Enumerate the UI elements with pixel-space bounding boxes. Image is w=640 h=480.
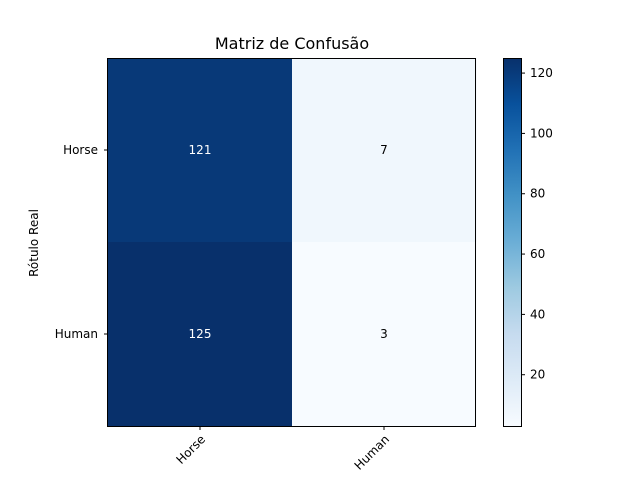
cell-value-label: 121 [189,143,212,157]
cell-value-label: 125 [189,327,212,341]
colorbar-frame [503,58,522,427]
heatmap-cell [108,58,293,243]
colorbar-tick-label: 120 [530,66,553,80]
cell-value-label: 7 [380,143,388,157]
heatmap-cells [108,58,477,427]
cell-value-label: 3 [380,327,388,341]
plot-frame [107,58,476,427]
chart-title: Matriz de Confusão [215,34,369,53]
heatmap-cell [108,242,293,427]
y-axis-label: Rótulo Real [27,209,41,277]
colorbar [503,58,521,426]
y-axis-ticks: Horse Human [55,143,108,341]
heatmap-cell [292,58,477,243]
y-tick-label: Human [55,327,98,341]
heatmap-cell-labels: 121 7 125 3 [189,143,388,341]
colorbar-tick-label: 20 [530,368,545,382]
y-tick-label: Horse [63,143,98,157]
heatmap-cell [292,242,477,427]
colorbar-tick-label: 80 [530,187,545,201]
colorbar-tick-label: 100 [530,126,553,140]
colorbar-ticks: 20 40 60 80 100 120 [521,66,553,382]
colorbar-tick-label: 40 [530,307,545,321]
colorbar-tick-label: 60 [530,247,545,261]
